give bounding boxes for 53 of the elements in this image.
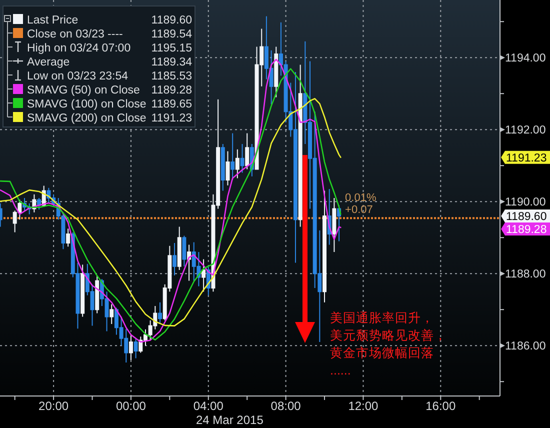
candlestick	[182, 235, 186, 267]
y-tick-label: 1188.00	[505, 268, 546, 281]
annotation: 0.01%	[345, 192, 376, 204]
x-tick-label: 20:00	[38, 399, 69, 413]
candlestick	[226, 150, 230, 186]
x-tick-label: 12:00	[348, 399, 379, 413]
candlestick	[110, 304, 114, 324]
annotation: 1189.34	[151, 56, 193, 68]
candlestick	[332, 198, 336, 252]
annotation: 1191.23	[151, 112, 192, 124]
x-tick-label: 00:00	[116, 399, 146, 413]
annotation: Low on 03/23 23:54	[27, 70, 129, 82]
candlestick	[235, 148, 240, 179]
annotation: 1195.15	[151, 42, 192, 54]
candlestick	[177, 226, 182, 270]
candlestick	[187, 244, 192, 282]
annotation: 1185.53	[151, 70, 192, 82]
y-tick-label: 1186.00	[505, 340, 546, 353]
candlestick	[158, 302, 162, 324]
candlestick	[202, 258, 206, 292]
legend-label: SMAVG (50) on Close	[27, 84, 140, 96]
y-tick-label: 1190.00	[505, 196, 546, 209]
y-tick-label: 1194.00	[505, 52, 546, 65]
candlestick	[128, 334, 133, 360]
x-axis-title: 24 Mar 2015	[196, 413, 264, 427]
candlestick	[230, 132, 235, 180]
x-tick-label: 16:00	[426, 399, 456, 413]
candlestick	[245, 132, 250, 170]
legend-label: Last Price	[27, 14, 78, 26]
legend-label: Close on 03/23 ----	[27, 28, 124, 40]
annotation: High on 03/24 07:00	[27, 42, 131, 54]
candlestick	[322, 190, 327, 303]
value-tag: 1189.28	[501, 222, 550, 236]
annotation: 1189.54	[151, 28, 193, 40]
annotation: Average	[27, 56, 70, 68]
candlestick	[220, 144, 225, 192]
x-tick-label: 04:00	[193, 399, 224, 413]
annotation: 1189.65	[151, 98, 192, 110]
legend-label: SMAVG (200) on Close	[27, 112, 146, 124]
line-series	[0, 98, 342, 326]
annotation: 1189.60	[151, 14, 192, 26]
y-tick-label: 1192.00	[505, 124, 546, 137]
annotation: +0.07	[345, 204, 373, 216]
x-tick-label: 08:00	[270, 399, 302, 413]
candlestick	[240, 144, 244, 174]
value-tag: 1189.60	[501, 210, 550, 223]
candlestick	[80, 264, 85, 318]
candlestick	[66, 228, 70, 248]
annotation: 美国通胀率回升，美元颓势略见改善，黄金市场微幅回落......	[330, 310, 447, 378]
legend-label: SMAVG (100) on Close	[27, 98, 146, 110]
candlestick	[172, 242, 177, 276]
candlestick	[134, 338, 138, 359]
annotation: 1189.28	[151, 84, 192, 96]
